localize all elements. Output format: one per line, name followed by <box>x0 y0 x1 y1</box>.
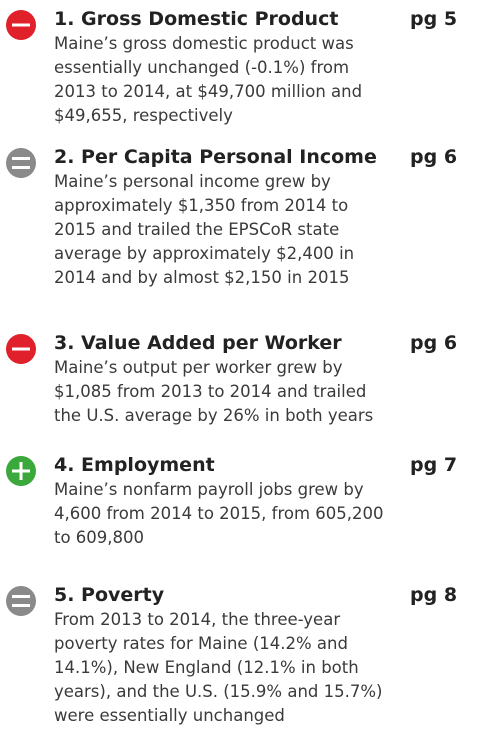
page-ref: pg 6 <box>410 146 458 168</box>
item-title: 4. Employment <box>54 454 215 476</box>
item-text: approximately $1,350 from 2014 to <box>54 196 349 215</box>
page-ref: pg 8 <box>410 584 458 606</box>
page-ref: pg 7 <box>410 454 458 476</box>
item-text: years), and the U.S. (15.9% and 15.7%) <box>54 682 383 701</box>
page-ref: pg 5 <box>410 8 458 30</box>
item-text: $49,655, respectively <box>54 106 233 125</box>
status-icon <box>6 456 36 486</box>
item-title: 3. Value Added per Worker <box>54 332 342 354</box>
status-icon <box>6 586 36 616</box>
status-icon <box>6 148 36 178</box>
item-text: were essentially unchanged <box>54 706 285 725</box>
status-icon <box>6 10 36 40</box>
item-text: Maine’s nonfarm payroll jobs grew by <box>54 480 364 499</box>
item-text: Maine’s personal income grew by <box>54 172 331 191</box>
item-text: to 609,800 <box>54 528 145 547</box>
item-title: 2. Per Capita Personal Income <box>54 146 377 168</box>
item-title: 1. Gross Domestic Product <box>54 8 339 30</box>
item-text: average by approximately $2,400 in <box>54 244 355 263</box>
page-ref: pg 6 <box>410 332 458 354</box>
item-text: 14.1%), New England (12.1% in both <box>54 658 359 677</box>
item-text: 2014 and by almost $2,150 in 2015 <box>54 268 350 287</box>
item-text: the U.S. average by 26% in both years <box>54 406 374 425</box>
item-text: 4,600 from 2014 to 2015, from 605,200 <box>54 504 384 523</box>
item-text: poverty rates for Maine (14.2% and <box>54 634 348 653</box>
item-text: $1,085 from 2013 to 2014 and trailed <box>54 382 367 401</box>
item-title: 5. Poverty <box>54 584 165 606</box>
item-text: Maine’s gross domestic product was <box>54 34 354 53</box>
status-icon <box>6 334 36 364</box>
item-text: 2013 to 2014, at $49,700 million and <box>54 82 363 101</box>
item-text: Maine’s output per worker grew by <box>54 358 343 377</box>
item-text: essentially unchanged (-0.1%) from <box>54 58 350 77</box>
item-text: 2015 and trailed the EPSCoR state <box>54 220 340 239</box>
item-text: From 2013 to 2014, the three-year <box>54 610 341 629</box>
